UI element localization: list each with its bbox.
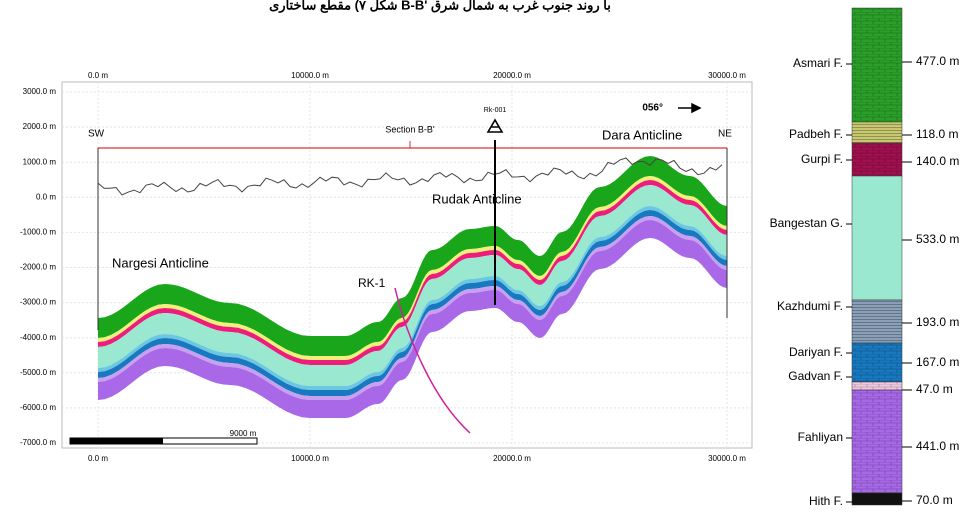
y-tick-label: -2000.0 m <box>20 263 56 272</box>
formation-thickness: 441.0 m <box>916 439 959 453</box>
y-tick-label: 0.0 m <box>36 192 56 201</box>
y-tick-label: 1000.0 m <box>23 157 57 166</box>
y-tick-label: -7000.0 m <box>20 438 56 447</box>
formation-name: Dariyan F. <box>789 345 843 359</box>
azimuth-label: 056° <box>642 103 663 114</box>
well-symbol <box>486 118 504 133</box>
formation-block <box>851 492 903 506</box>
formation-pattern <box>852 143 902 176</box>
y-tick-label: 3000.0 m <box>23 87 57 96</box>
formation-name: Bangestan G. <box>770 216 843 230</box>
layer-band <box>98 185 727 386</box>
formation-thickness: 118.0 m <box>916 127 958 141</box>
y-tick-label: 2000.0 m <box>23 122 57 131</box>
x-tick-label: 10000.0 m <box>291 454 329 463</box>
scale-label: 9000 m <box>230 429 257 438</box>
formation-thickness: 533.0 m <box>916 232 959 246</box>
formation-pattern <box>852 343 902 382</box>
well-label: Rk-001 <box>484 107 507 114</box>
formation-thickness: 167.0 m <box>916 355 959 369</box>
formation-pattern <box>852 8 902 122</box>
azimuth-arrow <box>678 102 702 114</box>
formation-thickness: 140.0 m <box>916 154 959 168</box>
layer-band <box>98 220 727 418</box>
sw-label: SW <box>88 129 105 140</box>
layer-band <box>98 156 727 356</box>
formation-name: Gurpi F. <box>801 152 843 166</box>
y-tick-label: -6000.0 m <box>20 403 56 412</box>
formation-name: Gadvan F. <box>788 369 843 383</box>
formation-name: Fahliyan <box>798 430 843 444</box>
y-tick-label: -1000.0 m <box>20 228 56 237</box>
formation-pattern <box>852 390 902 493</box>
ne-label: NE <box>718 129 732 140</box>
rk1-label: RK-1 <box>358 276 386 290</box>
formation-name: Hith F. <box>809 494 843 508</box>
formation-name: Kazhdumi F. <box>777 299 843 313</box>
formation-thickness: 193.0 m <box>916 315 959 329</box>
well-rk1 <box>394 287 471 434</box>
formation-pattern <box>852 382 902 390</box>
caption: شکل ۷) مقطع ساختاری B-B' با روند جنوب غر… <box>269 0 611 13</box>
x-tick-label: 0.0 m <box>88 71 108 80</box>
y-tick-label: -4000.0 m <box>20 333 56 342</box>
formation-name: Asmari F. <box>793 56 843 70</box>
x-tick-label: 20000.0 m <box>493 71 531 80</box>
y-tick-label: -5000.0 m <box>20 368 56 377</box>
formation-thickness: 47.0 m <box>916 382 953 396</box>
formation-block <box>851 175 903 301</box>
plot-frame <box>61 81 753 449</box>
formation-pattern <box>852 300 902 343</box>
topography <box>97 157 723 196</box>
anticline-label: Nargesi Anticline <box>112 255 209 270</box>
formation-thickness: 477.0 m <box>916 54 959 68</box>
formation-name: Padbeh F. <box>789 127 843 141</box>
formation-thickness: 70.0 m <box>916 493 953 507</box>
x-tick-label: 10000.0 m <box>291 71 329 80</box>
x-tick-label: 0.0 m <box>88 454 108 463</box>
x-tick-label: 30000.0 m <box>708 454 746 463</box>
y-tick-label: -3000.0 m <box>20 298 56 307</box>
anticline-label: Rudak Anticline <box>432 191 522 206</box>
formation-pattern <box>852 122 902 143</box>
x-tick-label: 20000.0 m <box>493 454 531 463</box>
section-label: Section B-B' <box>385 124 435 134</box>
x-tick-label: 30000.0 m <box>708 71 746 80</box>
anticline-label: Dara Anticline <box>602 127 682 142</box>
scale-bar-fill <box>70 438 163 444</box>
